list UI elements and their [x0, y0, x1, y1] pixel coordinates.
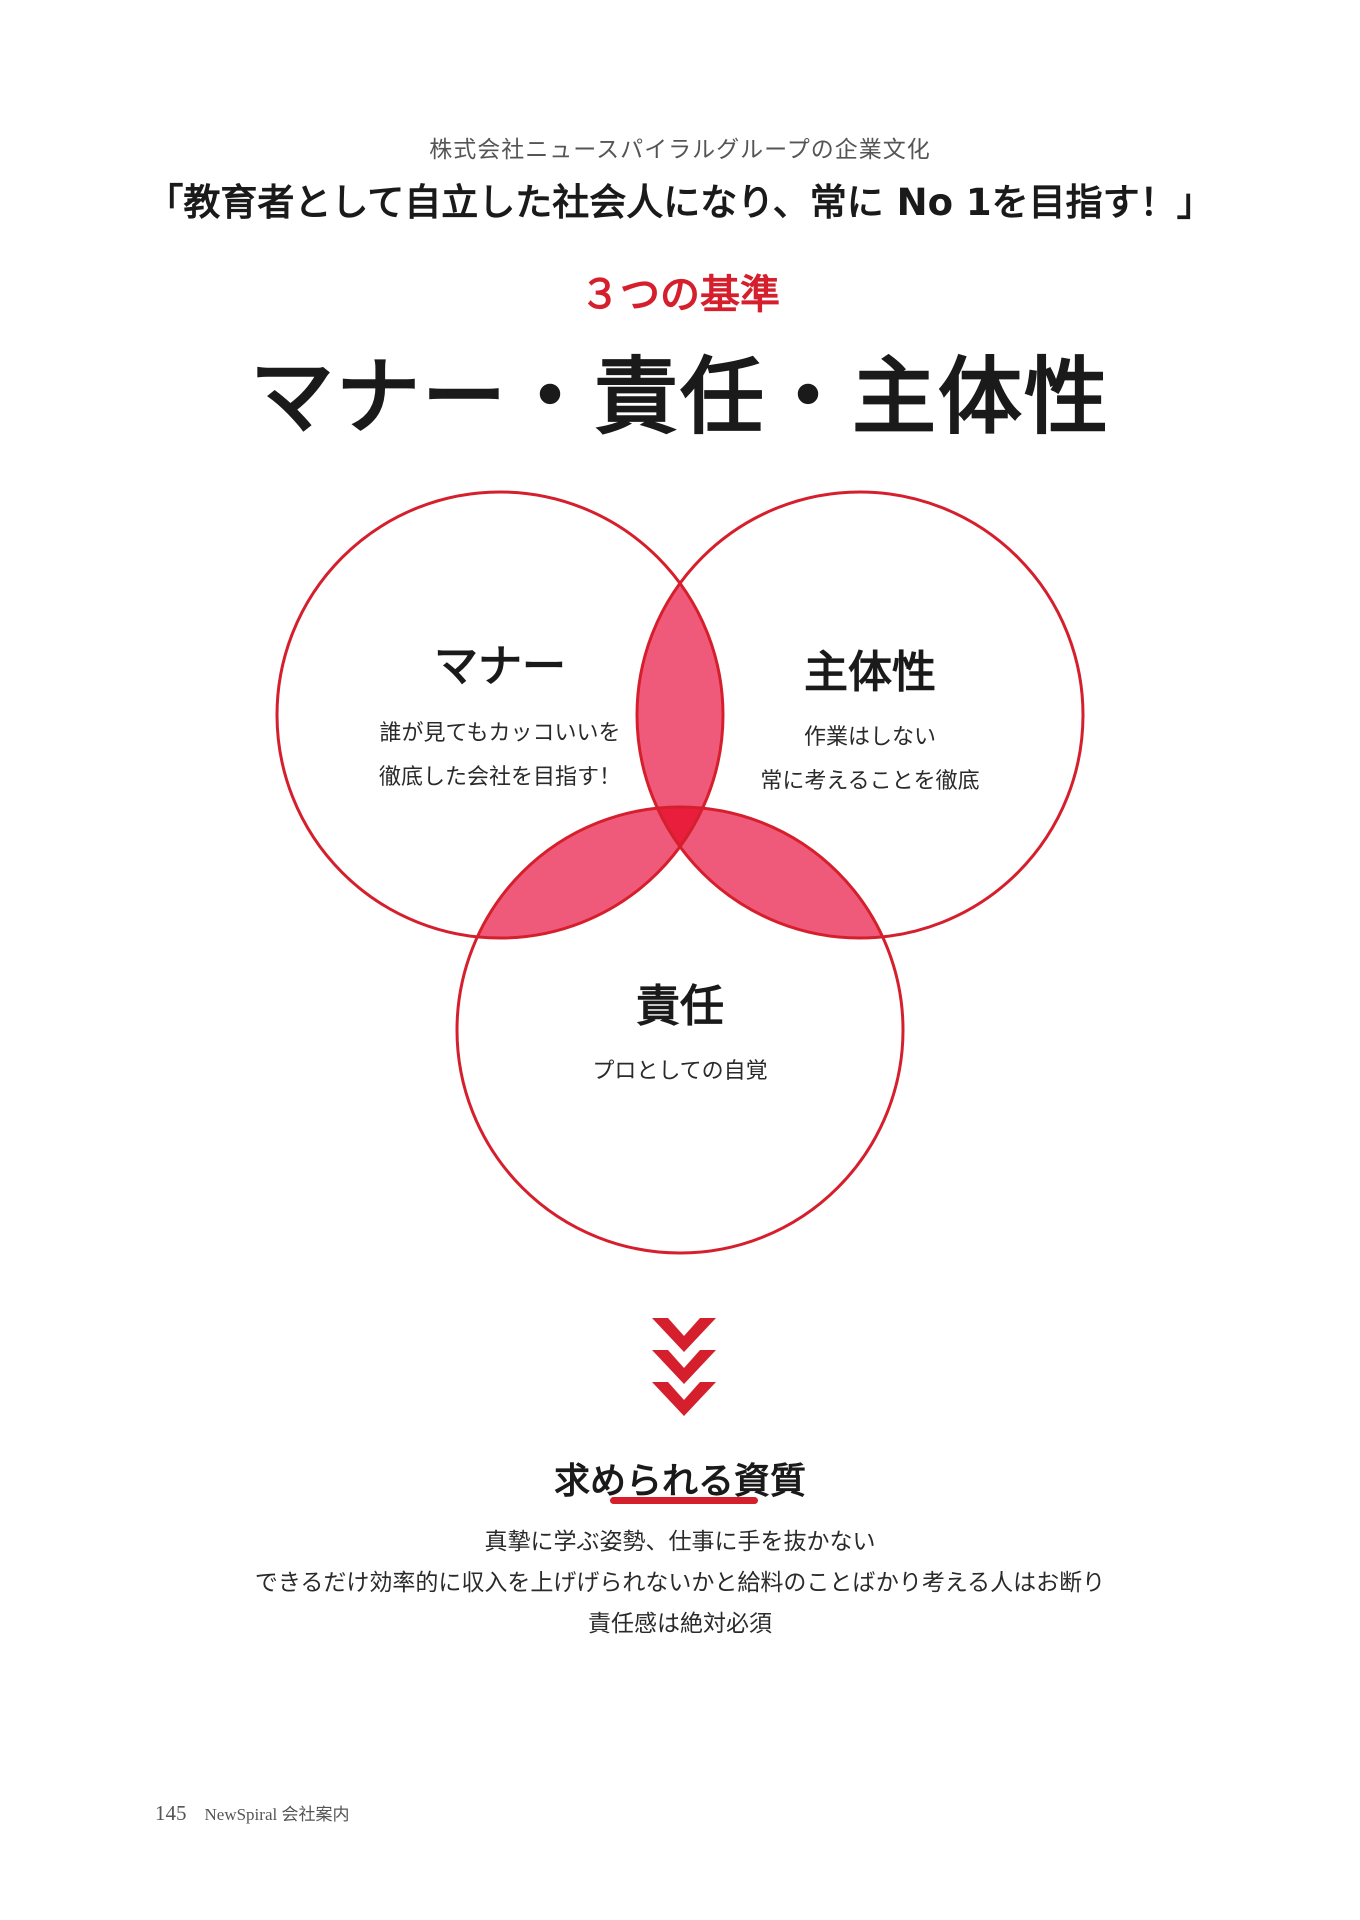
overlap-initiative-responsibility	[637, 807, 903, 938]
footer-label: NewSpiral 会社案内	[204, 1805, 350, 1824]
circle-text-initiative-1: 作業はしない	[803, 725, 936, 750]
venn-label-responsibility: 責任 プロとしての自覚	[530, 970, 830, 1094]
circle-text-manner-1: 誰が見てもカッコいいを	[379, 721, 621, 746]
page-subtitle: 株式会社ニュースパイラルグループの企業文化	[429, 137, 931, 163]
circle-responsibility	[455, 805, 905, 1255]
page-footer: 145 NewSpiral 会社案内	[155, 1800, 349, 1826]
overlap-manner-responsibility	[457, 807, 723, 938]
page-number: 145	[155, 1801, 187, 1825]
circle-title-responsibility: 責任	[636, 981, 724, 1032]
criteria-eyebrow: ３つの基準	[580, 272, 780, 318]
company-motto: 「教育者として自立した社会人になり、常に No 1を目指す！」	[146, 181, 1214, 224]
circle-text-responsibility-1: プロとしての自覚	[592, 1059, 768, 1084]
circle-title-initiative: 主体性	[804, 647, 936, 698]
quality-line-1: 真摯に学ぶ姿勢、仕事に手を抜かない	[484, 1529, 876, 1555]
qualities-title: 求められる資質	[553, 1461, 806, 1502]
venn-label-initiative: 主体性 作業はしない 常に考えることを徹底	[720, 636, 1020, 804]
venn-label-manner: マナー 誰が見てもカッコいいを 徹底した会社を目指す！	[350, 630, 650, 800]
circle-text-manner-2: 徹底した会社を目指す！	[378, 765, 621, 790]
circle-text-initiative-2: 常に考えることを徹底	[760, 769, 980, 794]
circle-title-manner: マナー	[434, 641, 566, 692]
quality-line-3: 責任感は絶対必須	[588, 1611, 772, 1637]
qualities-title-underline	[610, 1497, 758, 1504]
circle-manner	[275, 490, 725, 940]
quality-line-2: できるだけ効率的に収入を上げげられないかと給料のことばかり考える人はお断り	[254, 1570, 1106, 1596]
criteria-headline: マナー・責任・主体性	[249, 348, 1110, 446]
circle-initiative	[635, 490, 1085, 940]
